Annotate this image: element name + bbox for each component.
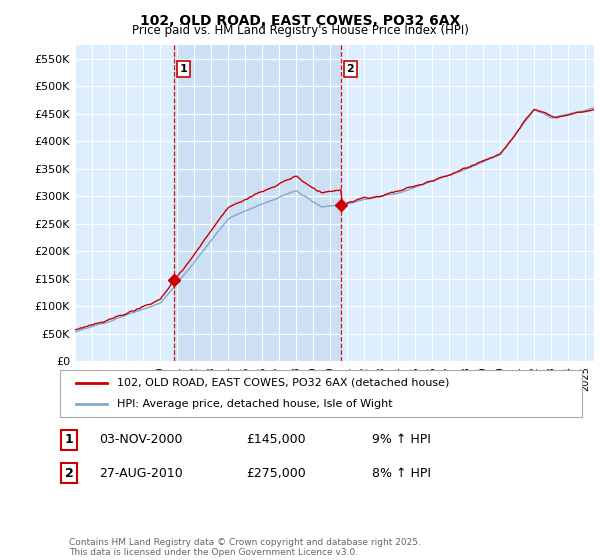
Text: 102, OLD ROAD, EAST COWES, PO32 6AX (detached house): 102, OLD ROAD, EAST COWES, PO32 6AX (det… bbox=[118, 378, 450, 388]
Text: HPI: Average price, detached house, Isle of Wight: HPI: Average price, detached house, Isle… bbox=[118, 399, 393, 409]
Text: Price paid vs. HM Land Registry's House Price Index (HPI): Price paid vs. HM Land Registry's House … bbox=[131, 24, 469, 37]
Text: £145,000: £145,000 bbox=[246, 433, 305, 446]
Text: £275,000: £275,000 bbox=[246, 466, 306, 480]
Text: 1: 1 bbox=[65, 433, 73, 446]
Text: 102, OLD ROAD, EAST COWES, PO32 6AX: 102, OLD ROAD, EAST COWES, PO32 6AX bbox=[140, 14, 460, 28]
Text: 1: 1 bbox=[179, 64, 187, 74]
Text: Contains HM Land Registry data © Crown copyright and database right 2025.
This d: Contains HM Land Registry data © Crown c… bbox=[69, 538, 421, 557]
Text: 03-NOV-2000: 03-NOV-2000 bbox=[99, 433, 182, 446]
Text: 2: 2 bbox=[346, 64, 354, 74]
Text: 8% ↑ HPI: 8% ↑ HPI bbox=[372, 466, 431, 480]
Text: 27-AUG-2010: 27-AUG-2010 bbox=[99, 466, 183, 480]
Bar bbox=[175, 45, 341, 361]
Text: 2: 2 bbox=[65, 466, 73, 480]
Text: 9% ↑ HPI: 9% ↑ HPI bbox=[372, 433, 431, 446]
